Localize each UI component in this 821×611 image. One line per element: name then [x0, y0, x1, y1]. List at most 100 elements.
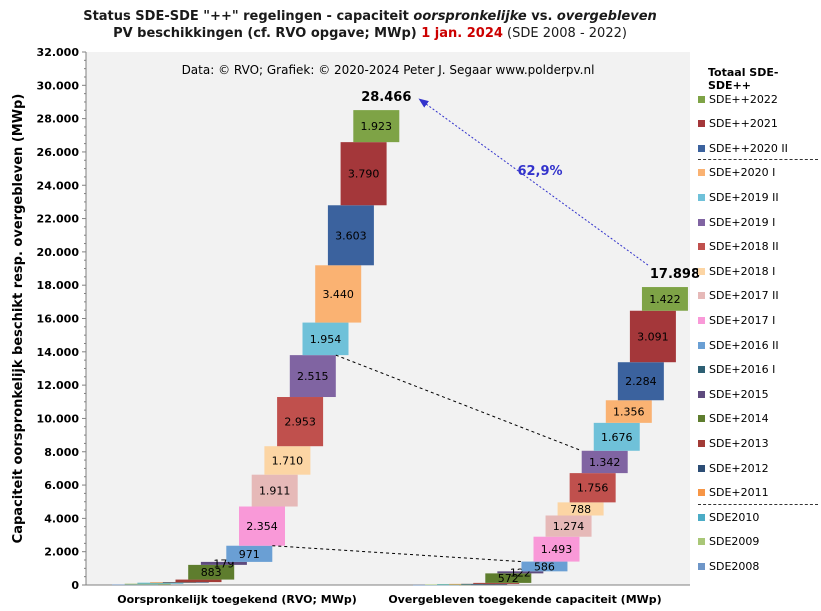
- legend-item: SDE+2020 I: [698, 166, 775, 180]
- bar-value-label: 1.422: [649, 293, 681, 306]
- legend-swatch: [698, 95, 705, 103]
- bar-value-label: 1.342: [589, 456, 621, 469]
- legend-label: SDE++2021: [709, 117, 778, 131]
- legend-label: SDE+2012: [709, 461, 769, 475]
- legend-item: SDE+2014: [698, 412, 769, 426]
- legend-label: SDE2008: [709, 559, 760, 573]
- bar-segment: [137, 582, 184, 584]
- legend-label: SDE+2017 I: [709, 313, 776, 327]
- bar-value-label: 2.515: [297, 370, 329, 383]
- bar-segment: [302, 322, 349, 356]
- legend-label: SDE+2013: [709, 436, 769, 450]
- bar-segment: [226, 545, 273, 562]
- bar-value-label: 3.440: [322, 288, 354, 301]
- bar-segment: [485, 573, 532, 583]
- legend-label: SDE+2020 I: [709, 166, 776, 180]
- legend-label: SDE+2017 II: [709, 289, 779, 303]
- bar-value-label: 1.923: [361, 120, 393, 133]
- legend-item: SDE+2019 I: [698, 215, 775, 229]
- bar-segment: [473, 582, 520, 584]
- legend-swatch: [698, 218, 705, 226]
- bar-segment: [593, 422, 640, 451]
- legend-item: SDE2008: [698, 559, 759, 573]
- bar-segment: [327, 205, 374, 266]
- legend-item: SDE+2017 II: [698, 289, 779, 303]
- legend-swatch: [698, 341, 705, 349]
- bar-segment: [200, 561, 247, 565]
- legend-item: SDE+2011: [698, 486, 769, 500]
- legend-swatch: [698, 390, 705, 398]
- y-tick-label: 16.000: [37, 313, 80, 326]
- bar-segment: [617, 362, 664, 401]
- legend-item: SDE+2015: [698, 387, 769, 401]
- bar-value-label: 3.603: [335, 229, 367, 242]
- legend-item: SDE++2022: [698, 92, 778, 106]
- legend-separator: [698, 159, 818, 161]
- bar-segment: [277, 397, 324, 447]
- legend-swatch: [698, 489, 705, 497]
- legend-label: SDE+2016 II: [709, 338, 779, 352]
- y-tick-label: 22.000: [37, 213, 80, 226]
- legend-label: SDE2009: [709, 535, 760, 549]
- bar-segment: [521, 561, 568, 572]
- legend-item: SDE2009: [698, 535, 759, 549]
- bar-segment: [461, 583, 508, 585]
- bar-value-label: 572: [498, 572, 519, 585]
- bar-segment: [162, 582, 209, 583]
- bar-segment: [315, 265, 362, 323]
- y-tick-label: 18.000: [37, 279, 80, 292]
- legend-label: SDE+2019 II: [709, 190, 779, 204]
- legend-swatch: [698, 144, 705, 152]
- bar-value-label: 1.710: [272, 454, 304, 467]
- legend-swatch: [698, 366, 705, 374]
- category-label: Overgebleven toegekende capaciteit (MWp): [388, 593, 661, 606]
- legend-item: SDE+2012: [698, 461, 769, 475]
- legend-swatch: [698, 562, 705, 570]
- bar-segment: [188, 564, 235, 580]
- bar-value-label: 788: [570, 503, 591, 516]
- y-tick-label: 6.000: [44, 479, 79, 492]
- bar-value-label: 1.356: [613, 406, 645, 419]
- y-tick-label: 0: [71, 579, 79, 592]
- bar-segment: [581, 450, 628, 474]
- bar-value-label: 1.756: [577, 482, 609, 495]
- bar-segment: [251, 474, 298, 507]
- legend-label: SDE2010: [709, 510, 760, 524]
- bar-segment: [641, 287, 688, 311]
- bar-value-label: 1.676: [601, 431, 633, 444]
- bar-segment: [264, 446, 311, 475]
- legend-label: SDE+2018 II: [709, 240, 779, 254]
- legend-swatch: [698, 513, 705, 521]
- bar-segment: [289, 355, 336, 398]
- chart-title-line1: Status SDE-SDE "++" regelingen - capacit…: [83, 9, 657, 24]
- bar-value-label: 1.274: [553, 520, 585, 533]
- bar-value-label: 971: [239, 548, 260, 561]
- legend-swatch: [698, 415, 705, 423]
- legend-label: SDE+2019 I: [709, 215, 776, 229]
- bar-segment: [353, 110, 400, 143]
- y-tick-label: 2.000: [44, 546, 79, 559]
- category-label: Oorspronkelijk toegekend (RVO; MWp): [117, 593, 357, 606]
- bar-segment: [340, 142, 387, 206]
- bar-segment: [497, 571, 544, 574]
- legend-swatch: [698, 267, 705, 275]
- bar-segment: [605, 400, 652, 423]
- legend-swatch: [698, 316, 705, 324]
- legend-item: SDE++2020 II: [698, 141, 788, 155]
- legend-swatch: [698, 292, 705, 300]
- ratio-annotation: 62,9%: [517, 164, 562, 179]
- bar-value-label: 1.911: [259, 485, 291, 498]
- bar-value-label: 2.284: [625, 375, 657, 388]
- legend-separator: [698, 503, 818, 505]
- y-axis-title: Capaciteit oorspronkelijk beschikt resp.…: [11, 94, 26, 544]
- bar-value-label: 2.354: [246, 520, 278, 533]
- y-tick-label: 14.000: [37, 346, 80, 359]
- bar-segment: [557, 502, 604, 516]
- total-label: 17.898: [650, 267, 700, 282]
- y-tick-label: 28.000: [37, 113, 80, 126]
- bar-value-label: 883: [201, 566, 222, 579]
- legend-item: SDE+2016 I: [698, 363, 775, 377]
- y-tick-label: 20.000: [37, 246, 80, 259]
- y-tick-label: 32.000: [37, 46, 80, 59]
- bar-value-label: 1.493: [541, 543, 573, 556]
